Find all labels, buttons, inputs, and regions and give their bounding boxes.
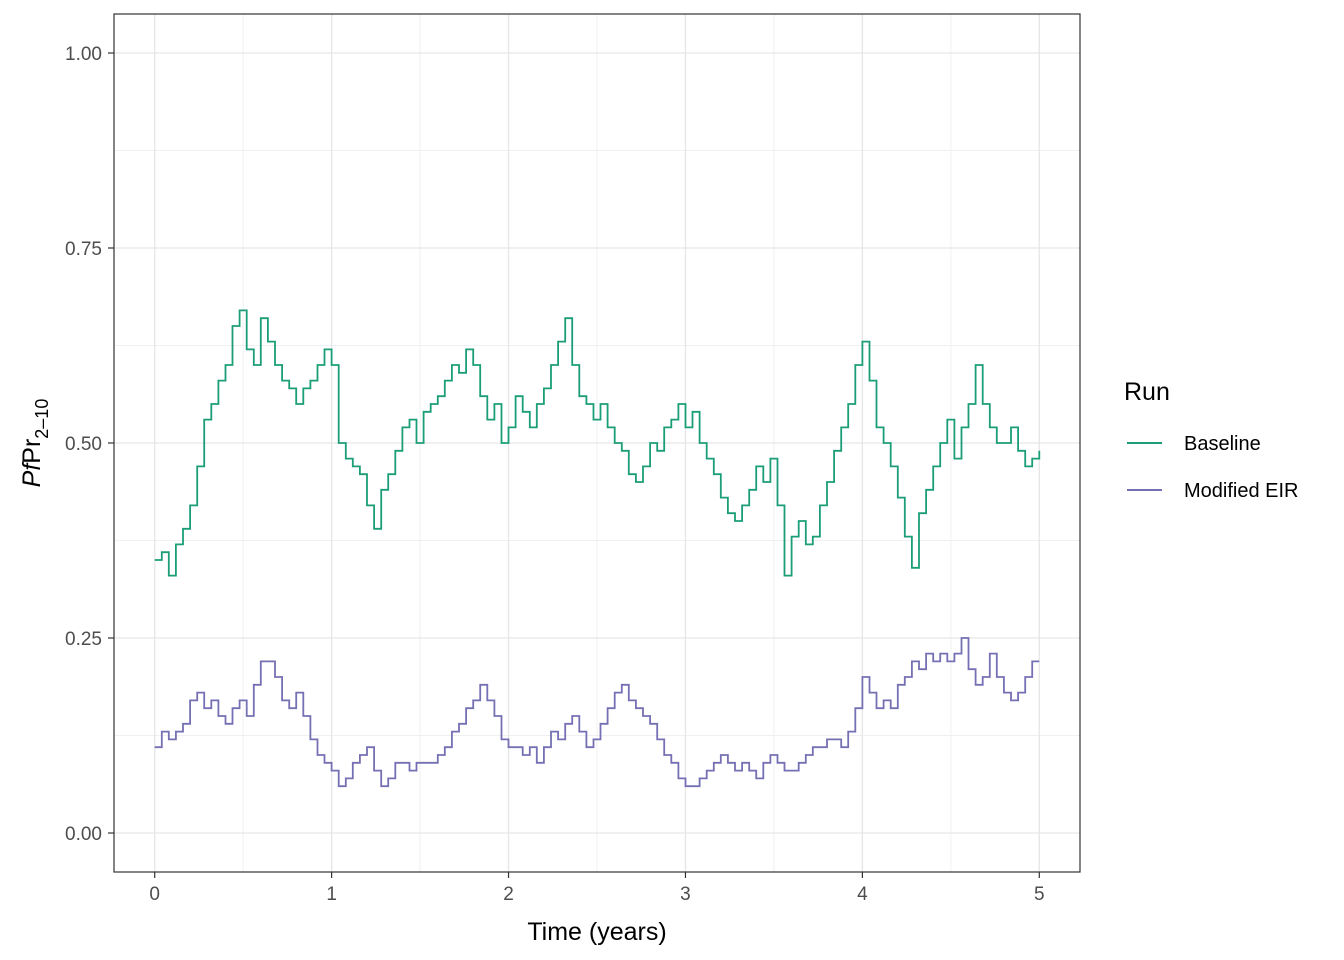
y-axis-title: PfPr2–10 bbox=[18, 399, 52, 488]
x-tick-label: 4 bbox=[857, 884, 868, 905]
x-axis-title: Time (years) bbox=[527, 918, 666, 946]
legend-label-modified-eir: Modified EIR bbox=[1184, 480, 1299, 502]
legend: Run Baseline Modified EIR bbox=[1124, 378, 1299, 502]
y-axis-title-pr: Pr bbox=[18, 439, 46, 464]
legend-label-baseline: Baseline bbox=[1184, 433, 1261, 455]
x-tick-label: 2 bbox=[503, 884, 514, 905]
x-tick-label: 1 bbox=[326, 884, 337, 905]
series-line-modified-eir bbox=[154, 637, 1040, 788]
y-tick-label: 0.50 bbox=[65, 434, 102, 455]
y-axis: 0.00 0.25 0.50 0.75 1.00 bbox=[65, 44, 114, 845]
x-tick-label: 0 bbox=[149, 884, 160, 905]
y-axis-title-subscript: 2–10 bbox=[32, 399, 52, 439]
y-tick-label: 0.25 bbox=[65, 629, 102, 650]
legend-title: Run bbox=[1124, 378, 1170, 406]
x-axis: 0 1 2 3 4 5 bbox=[149, 872, 1045, 905]
y-tick-label: 0.75 bbox=[65, 239, 102, 260]
y-axis-title-italic: Pf bbox=[18, 461, 46, 488]
x-tick-label: 5 bbox=[1034, 884, 1045, 905]
x-tick-label: 3 bbox=[680, 884, 691, 905]
y-tick-label: 1.00 bbox=[65, 44, 102, 65]
y-tick-label: 0.00 bbox=[65, 824, 102, 845]
series-layer bbox=[154, 309, 1041, 788]
series-line-baseline bbox=[154, 309, 1041, 577]
grid-major bbox=[114, 14, 1080, 872]
